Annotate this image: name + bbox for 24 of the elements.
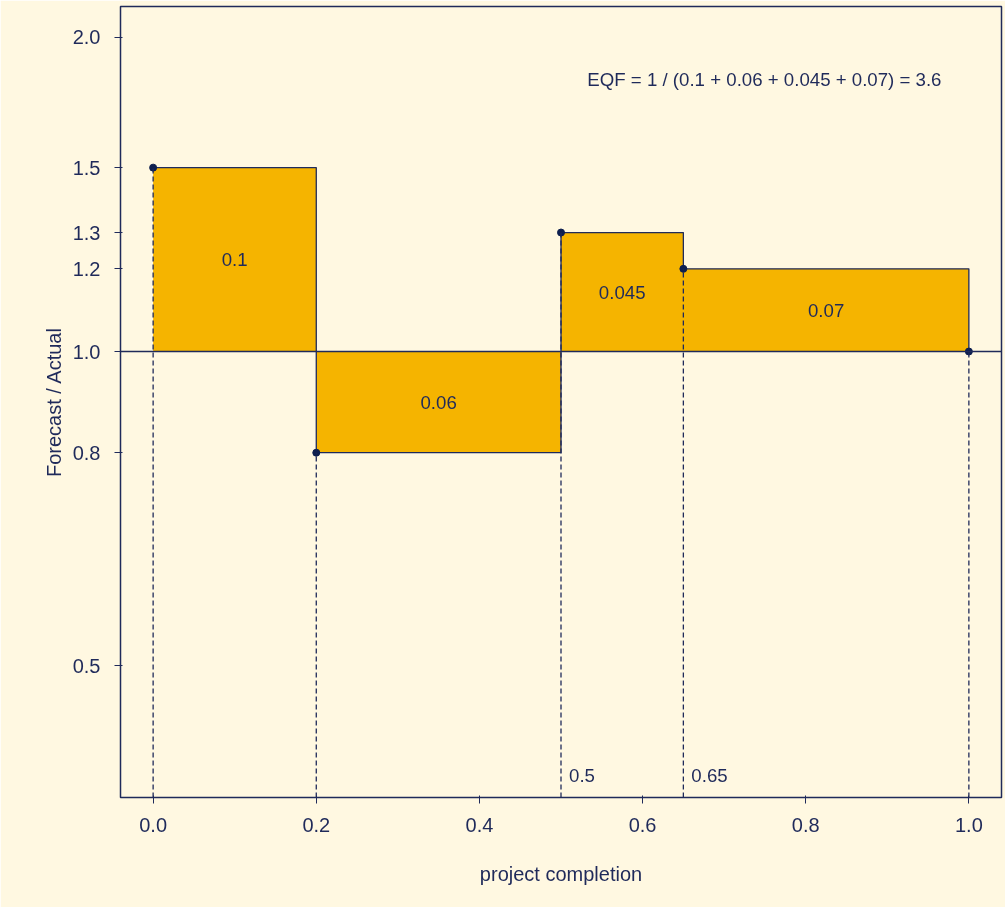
ref-line-label: 0.65: [691, 764, 728, 786]
x-axis-title: project completion: [479, 862, 643, 885]
annotation: 0.045: [598, 281, 646, 303]
y-tick-label: 2.0: [72, 26, 101, 49]
x-tick-label: 0.6: [628, 813, 657, 836]
x-tick-label: 0.2: [302, 813, 331, 836]
x-tick-label: 1.0: [954, 813, 983, 836]
x-tick-label: 0.8: [791, 813, 820, 836]
point: [679, 264, 688, 273]
point: [312, 448, 321, 457]
y-tick-label: 1.5: [72, 156, 101, 179]
annotation: 0.1: [221, 249, 248, 271]
y-axis-title: Forecast / Actual: [42, 328, 65, 478]
y-tick-label: 0.8: [72, 441, 101, 464]
ref-line-label: 0.5: [569, 764, 595, 786]
annotation: 0.06: [420, 391, 457, 413]
x-tick-label: 0.4: [465, 813, 494, 836]
y-tick-label: 1.0: [72, 340, 101, 363]
y-tick-label: 1.2: [72, 257, 101, 280]
y-tick-label: 0.5: [72, 654, 101, 677]
x-tick-label: 0.0: [139, 813, 168, 836]
annotation: EQF = 1 / (0.1 + 0.06 + 0.045 + 0.07) = 3.6: [587, 68, 942, 90]
annotation: 0.07: [807, 299, 845, 321]
y-tick-label: 1.3: [72, 221, 101, 244]
